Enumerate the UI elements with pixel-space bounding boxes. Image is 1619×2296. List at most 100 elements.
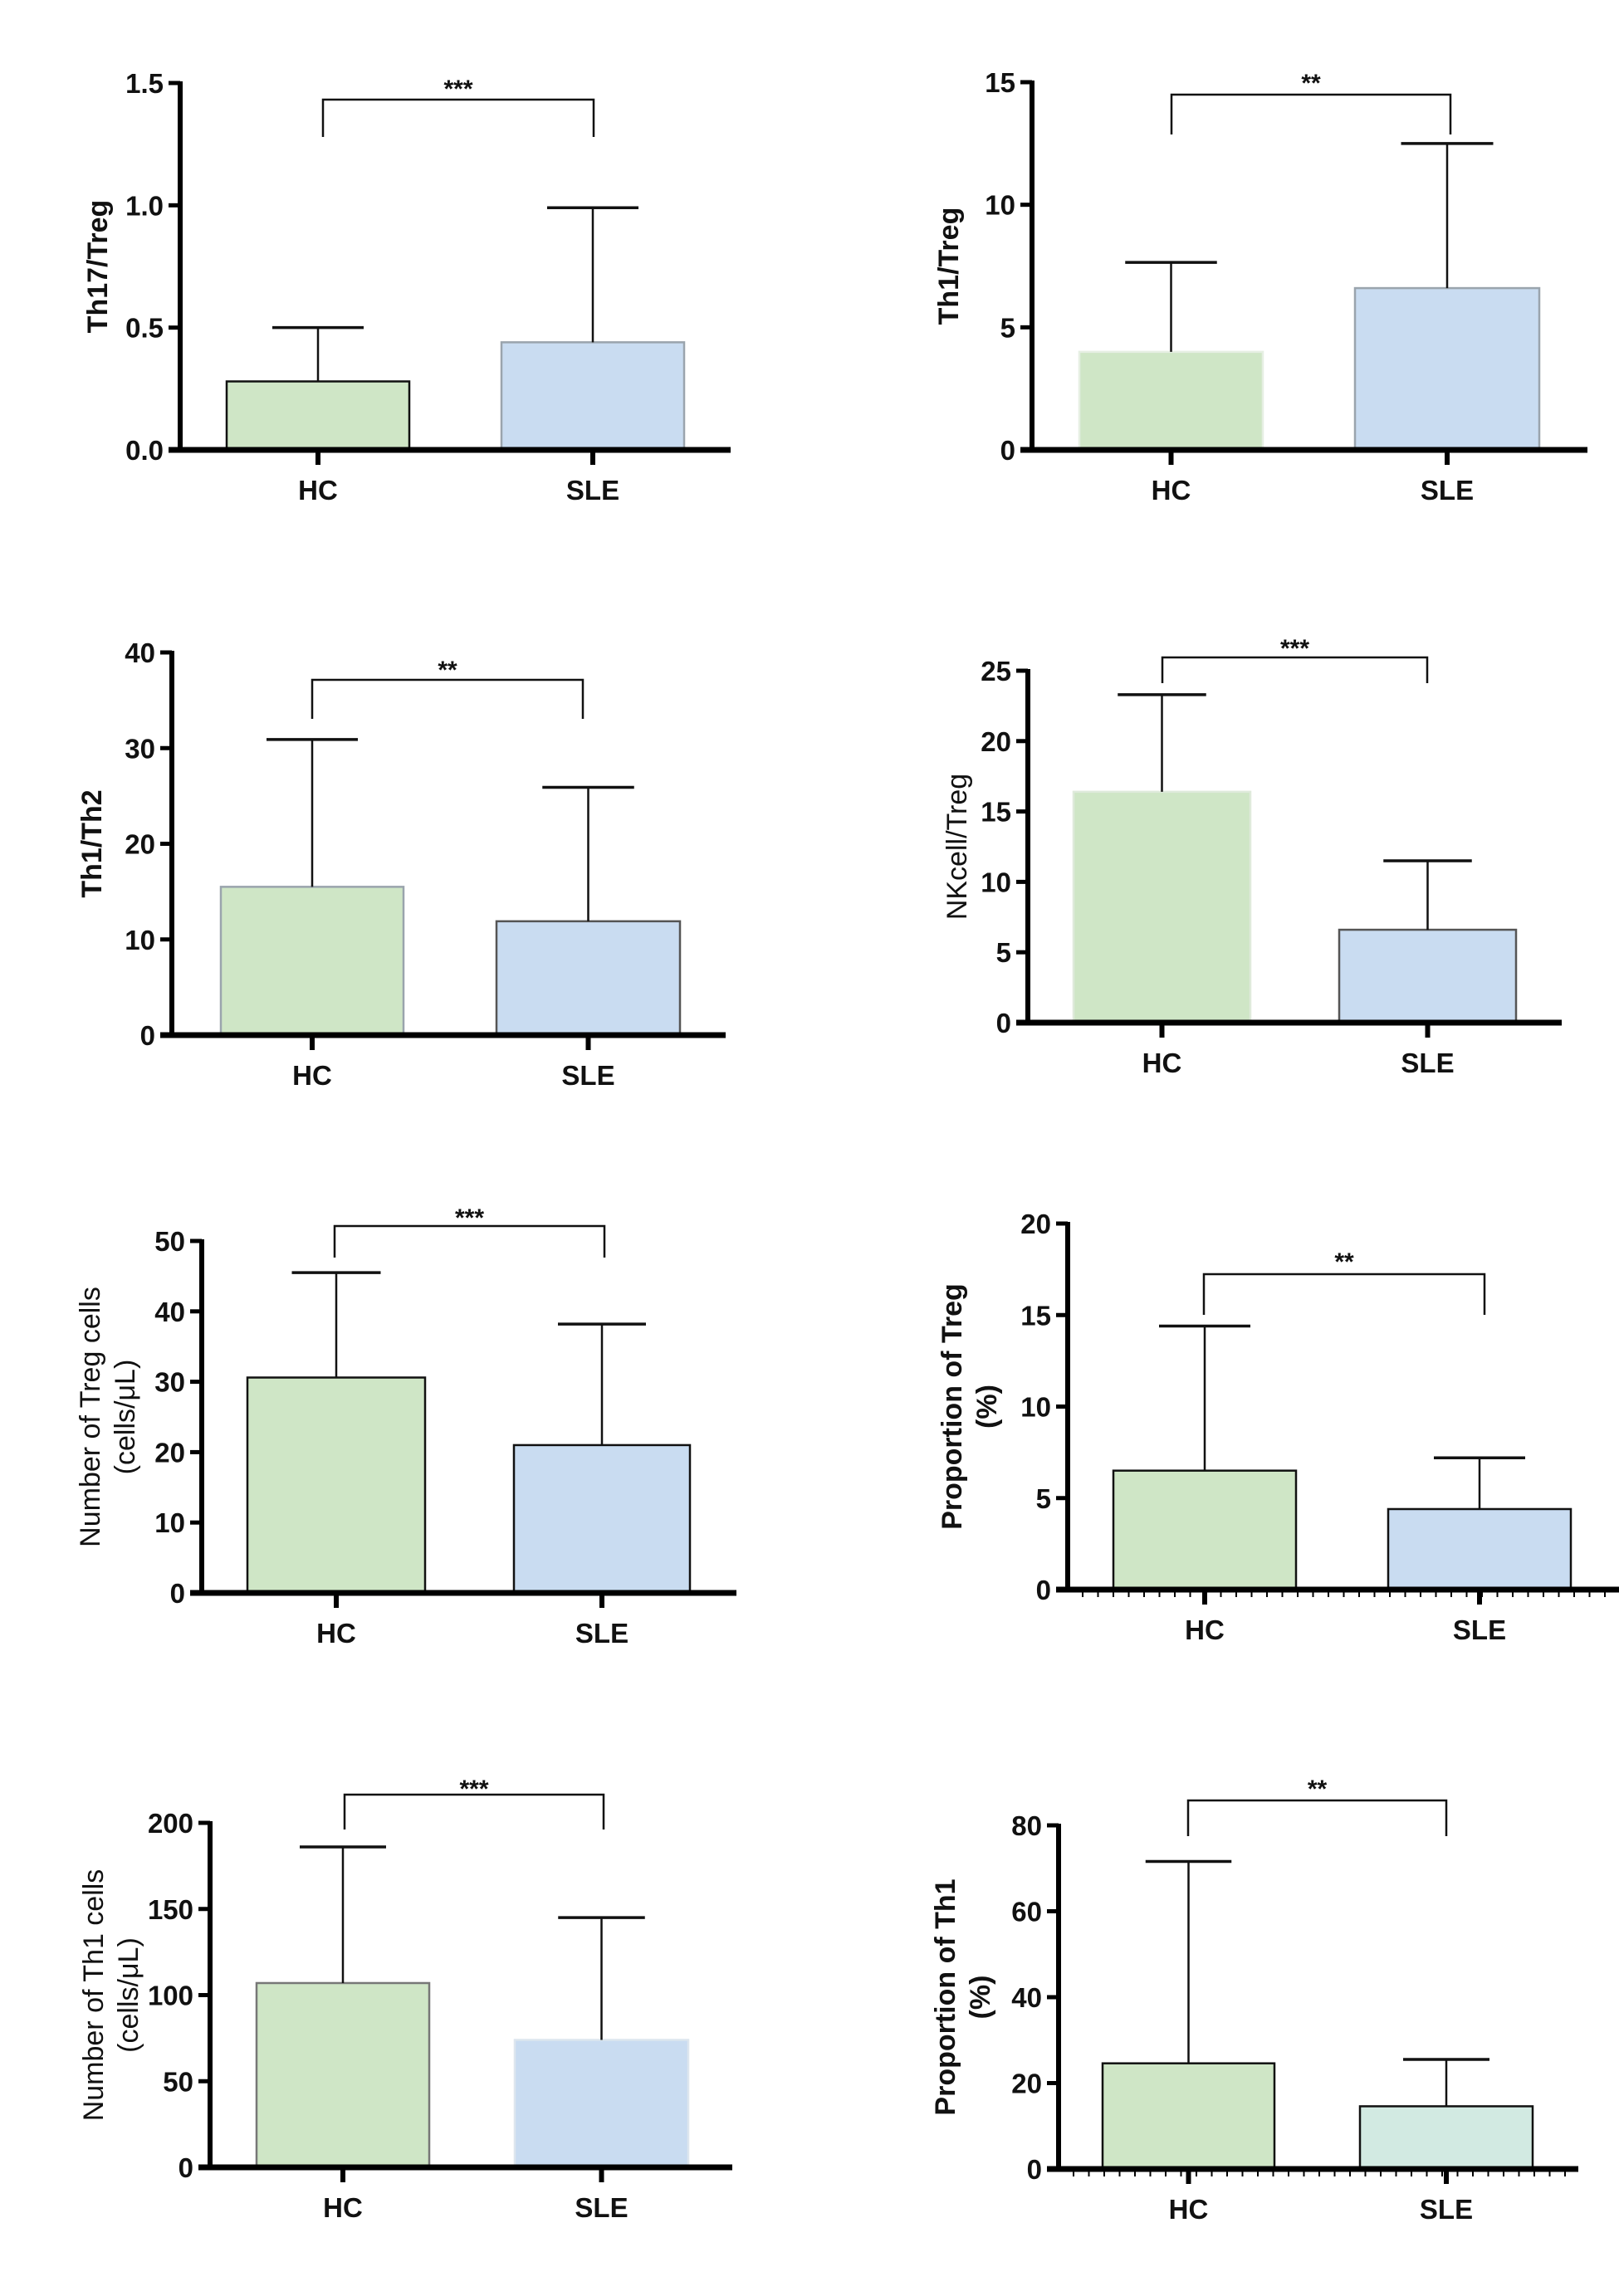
y-axis-label: Number of Treg cells — [75, 1287, 106, 1547]
x-category-label: SLE — [566, 475, 619, 506]
bar-hc — [1072, 790, 1252, 1024]
y-tick-label: 20 — [981, 726, 1011, 757]
bar-hc — [1078, 350, 1264, 452]
y-tick-label: 5 — [996, 937, 1011, 968]
y-tick-label: 0 — [140, 1020, 155, 1051]
error-bar-hc — [1159, 1324, 1250, 1471]
bar-sle — [1338, 928, 1518, 1024]
x-category-label: HC — [1152, 475, 1191, 506]
y-tick-label: 0.5 — [125, 313, 164, 344]
chart-panel-3: 0 10 20 30 40 HC SLE ** Th1/Th2 — [76, 638, 726, 1091]
error-bar-sle — [547, 206, 638, 343]
y-tick-label: 0 — [1000, 435, 1015, 466]
error-bar-sle — [558, 1916, 645, 2040]
error-bar-sle — [1403, 2058, 1489, 2107]
significance-bracket — [343, 1793, 605, 1829]
y-tick-label: 5 — [1036, 1483, 1051, 1514]
y-axis-label: Number of Th1 cells — [78, 1869, 110, 2122]
error-bar-sle — [1434, 1456, 1525, 1509]
bar-hc — [255, 1981, 431, 2169]
y-axis-label: Th1/Th2 — [76, 789, 108, 897]
y-tick-label: 0.0 — [125, 435, 164, 466]
x-category-label: SLE — [1421, 475, 1474, 506]
error-bar-sle — [558, 1322, 646, 1445]
error-bar-hc — [300, 1845, 386, 1983]
x-category-label: HC — [1169, 2194, 1209, 2225]
bar-sle — [495, 920, 682, 1037]
y-axis-label-unit: (cells/μL) — [113, 1937, 144, 2053]
y-tick-label: 200 — [148, 1808, 193, 1839]
bar-sle — [1358, 2105, 1534, 2171]
y-tick-label: 10 — [154, 1507, 185, 1538]
y-axis-label-unit: (%) — [965, 1976, 996, 2020]
error-bar-hc — [272, 325, 364, 382]
chart-panel-1: 0.0 0.5 1.0 1.5 HC SLE *** Th17/Treg — [82, 68, 731, 506]
significance-label: ** — [1301, 70, 1321, 97]
y-tick-label: 0 — [179, 2152, 193, 2183]
y-axis-label: NKcell/Treg — [942, 774, 973, 920]
bar-hc — [225, 380, 411, 452]
bar-sle — [1353, 286, 1541, 452]
chart-panel-6: 0 5 10 15 20 HC SLE ** Proportion of Treg (%) — [937, 1209, 1619, 1645]
y-tick-label: 0 — [170, 1578, 185, 1609]
y-tick-label: 100 — [148, 1981, 193, 2011]
y-tick-label: 20 — [1020, 1209, 1051, 1239]
y-tick-label: 0 — [1027, 2154, 1042, 2185]
x-category-label: SLE — [561, 1060, 614, 1091]
y-tick-label: 20 — [1011, 2069, 1042, 2099]
significance-bracket — [1170, 93, 1452, 134]
y-axis-label: Th17/Treg — [82, 200, 114, 334]
significance-label: *** — [443, 76, 472, 103]
y-tick-label: 10 — [985, 190, 1015, 221]
y-tick-label: 150 — [148, 1894, 193, 1925]
x-category-label: SLE — [1401, 1048, 1454, 1078]
bar-sle — [513, 2039, 690, 2169]
bar-hc — [1101, 2062, 1276, 2171]
y-axis-label: Proportion of Th1 — [930, 1878, 961, 2115]
x-category-label: SLE — [575, 1618, 629, 1649]
significance-label: *** — [455, 1204, 484, 1232]
y-axis-label: Proportion of Treg — [937, 1283, 968, 1530]
significance-bracket — [1161, 656, 1429, 683]
error-bar-hc — [1125, 261, 1217, 352]
significance-bracket — [1202, 1273, 1486, 1315]
y-tick-label: 10 — [981, 867, 1011, 897]
y-tick-label: 5 — [1000, 312, 1015, 343]
y-tick-label: 20 — [154, 1437, 185, 1468]
y-tick-label: 1.5 — [125, 68, 164, 99]
y-tick-label: 30 — [125, 733, 155, 764]
y-tick-label: 10 — [1020, 1392, 1051, 1423]
chart-panel-5: 0 10 20 30 40 50 HC SLE *** Number of Treg cells(… — [75, 1204, 736, 1649]
error-bar-hc — [267, 738, 358, 887]
x-category-label: SLE — [1420, 2194, 1473, 2225]
y-tick-label: 40 — [1011, 1982, 1042, 2013]
bar-hc — [219, 886, 405, 1037]
y-tick-label: 60 — [1011, 1897, 1042, 1927]
significance-bracket — [1186, 1799, 1448, 1836]
y-tick-label: 50 — [163, 2066, 193, 2097]
y-tick-label: 1.0 — [125, 190, 164, 221]
y-tick-label: 15 — [1020, 1300, 1051, 1331]
x-category-label: HC — [1185, 1615, 1225, 1645]
significance-label: *** — [1280, 635, 1309, 662]
x-category-label: HC — [1142, 1048, 1182, 1078]
significance-label: ** — [438, 657, 457, 684]
x-category-label: SLE — [575, 2192, 628, 2223]
significance-label: *** — [459, 1776, 488, 1803]
error-bar-hc — [1118, 693, 1206, 792]
y-axis-label-unit: (%) — [971, 1385, 1003, 1429]
x-category-label: HC — [323, 2192, 363, 2223]
significance-label: ** — [1334, 1248, 1354, 1276]
bar-sle — [512, 1444, 692, 1595]
y-tick-label: 0 — [1036, 1575, 1051, 1605]
error-bar-hc — [1145, 1859, 1232, 2064]
bar-sle — [500, 341, 686, 452]
bar-sle — [1387, 1507, 1573, 1591]
y-tick-label: 80 — [1011, 1810, 1042, 1841]
y-tick-label: 50 — [154, 1226, 185, 1257]
y-tick-label: 40 — [125, 638, 155, 668]
significance-bracket — [321, 98, 595, 137]
y-tick-label: 30 — [154, 1367, 185, 1398]
error-bar-sle — [1401, 142, 1494, 289]
